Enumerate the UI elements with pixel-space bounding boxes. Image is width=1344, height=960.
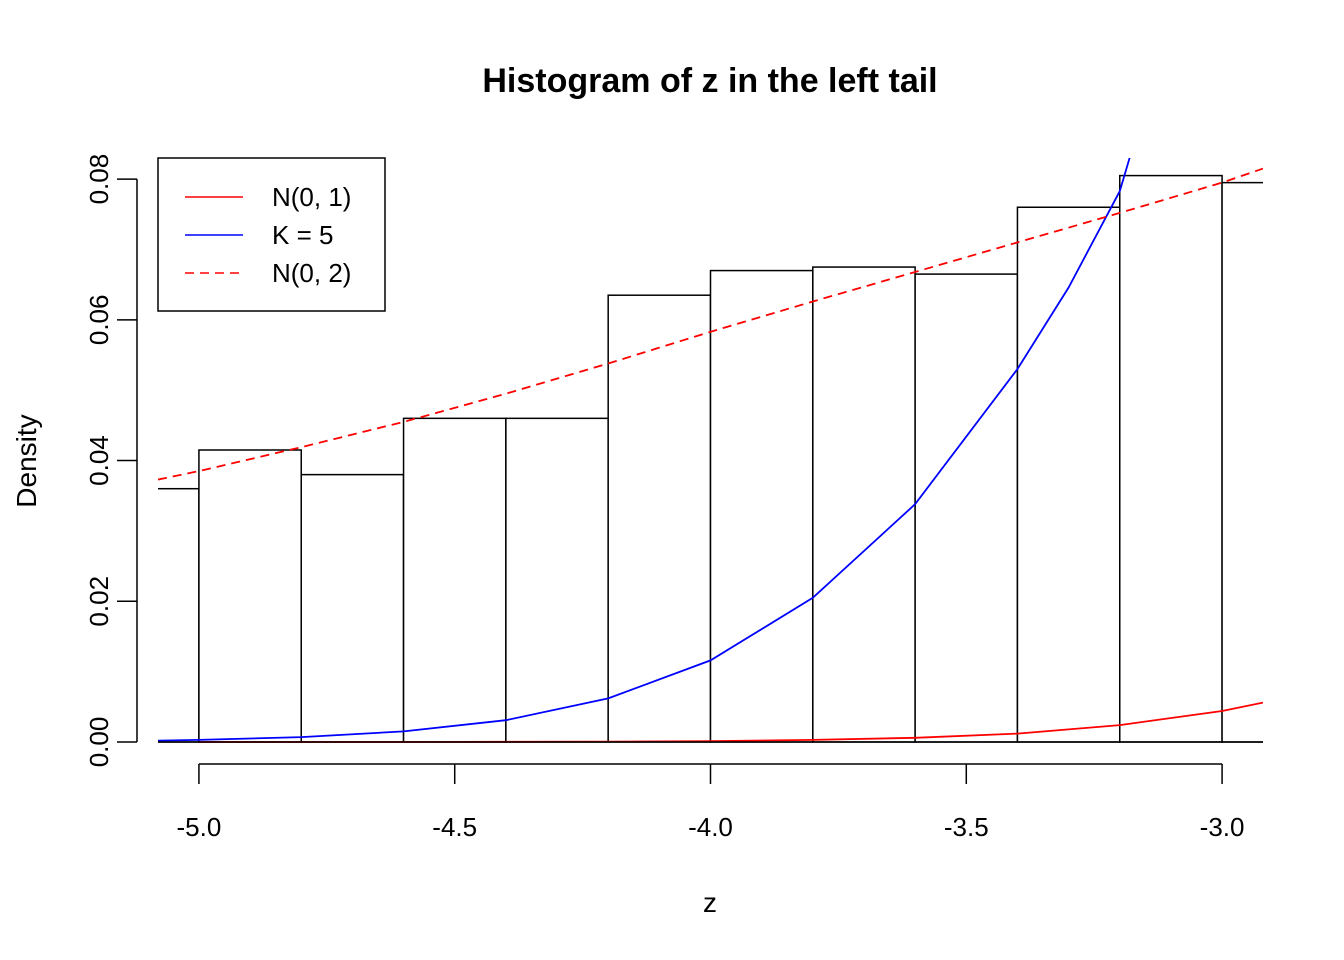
histogram-bars — [158, 174, 1263, 743]
legend-label-n02: N(0, 2) — [272, 258, 351, 288]
x-axis-label: z — [703, 887, 717, 918]
histogram-bar-5 — [607, 294, 712, 743]
axes: -5.0 -4.5 -4.0 -3.5 -3.0 0.00 0.02 0.04 0.06 0.08 — [84, 154, 1263, 842]
histogram-bar-1 — [198, 449, 302, 743]
x-tick-label-2: -4.0 — [688, 812, 733, 842]
chart-title: Histogram of z in the left tail — [482, 62, 937, 100]
histogram-bar-6 — [709, 269, 814, 743]
density-curve-2 — [158, 167, 1263, 481]
x-tick-label-4: -3.0 — [1200, 812, 1245, 842]
histogram-bar-11 — [1221, 181, 1263, 743]
histogram-bar-8 — [914, 273, 1019, 743]
histogram-bar-10 — [1119, 174, 1223, 743]
histogram-bar-9 — [1016, 206, 1121, 743]
legend-label-k5: K = 5 — [272, 220, 333, 250]
y-tick-label-3: 0.06 — [84, 295, 114, 346]
y-axis-label: Density — [11, 414, 42, 507]
histogram-bar-7 — [812, 266, 916, 743]
y-tick-label-0: 0.00 — [84, 717, 114, 768]
histogram-bar-3 — [402, 417, 507, 743]
x-tick-label-0: -5.0 — [177, 812, 222, 842]
y-tick-label-2: 0.04 — [84, 435, 114, 486]
density-curve-1 — [158, 158, 1131, 742]
histogram-bar-2 — [300, 473, 405, 743]
x-tick-label-1: -4.5 — [432, 812, 477, 842]
legend: N(0, 1) K = 5 N(0, 2) — [157, 157, 386, 312]
y-tick-label-1: 0.02 — [84, 576, 114, 627]
histogram-bar-4 — [505, 417, 609, 743]
x-tick-label-3: -3.5 — [944, 812, 989, 842]
legend-label-n01: N(0, 1) — [272, 182, 351, 212]
y-tick-label-4: 0.08 — [84, 154, 114, 205]
